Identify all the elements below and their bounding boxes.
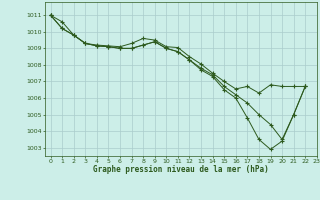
- X-axis label: Graphe pression niveau de la mer (hPa): Graphe pression niveau de la mer (hPa): [93, 165, 269, 174]
